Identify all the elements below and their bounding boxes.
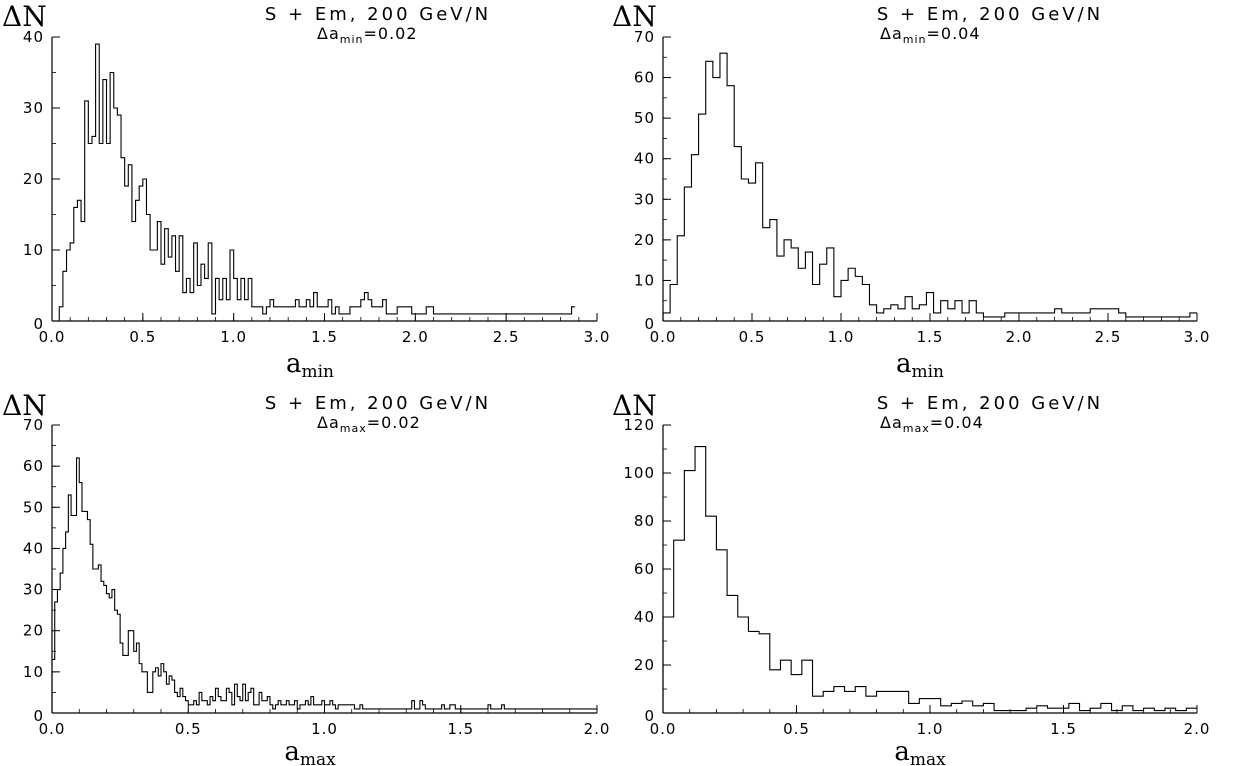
x-label-main: a [896,349,912,379]
y-tick-label: 20 [23,170,44,188]
y-tick-label: 60 [23,457,44,475]
x-tick-label: 2.0 [1184,720,1211,738]
y-tick-label: 10 [634,271,655,289]
histogram-series [51,457,597,713]
x-axis-label: amax [284,737,336,766]
chart-title: S + Em, 200 GeV/N [877,4,1103,25]
x-tick-label: 3.0 [584,328,611,346]
x-tick-label: 0.0 [650,720,677,738]
x-label-subscript: min [912,362,945,382]
histogram-panel: 0.0 0.5 1.0 1.5 2.0 20 40 60 80 100 120 0 S + Em, 20… [612,389,1211,766]
y-tick-label: 100 [623,464,655,482]
y-tick-label: 40 [634,150,655,168]
x-tick-label: 3.0 [1184,328,1211,346]
chart-title: S + Em, 200 GeV/N [265,4,491,25]
chart-title: S + Em, 200 GeV/N [265,393,491,414]
x-tick-label: 1.0 [828,328,855,346]
chart-subtitle: Δamin=0.02 [317,24,418,46]
x-tick-label: 1.0 [220,328,247,346]
chart-subtitle: Δamin=0.04 [880,24,981,46]
origin-label: 0 [644,315,655,333]
subtitle-suffix: =0.02 [367,413,421,432]
y-tick-label: 50 [634,109,655,127]
y-tick-label: 30 [23,99,44,117]
chart-title: S + Em, 200 GeV/N [877,393,1103,414]
y-tick-label: 60 [634,560,655,578]
y-tick-label: 30 [23,581,44,599]
y-tick-label: 20 [23,622,44,640]
x-tick-label: 0.0 [650,328,677,346]
x-tick-label: 1.5 [311,328,338,346]
x-axis-label: amax [894,737,946,766]
x-tick-label: 1.5 [917,328,944,346]
y-tick-label: 10 [23,241,44,259]
subtitle-prefix: Δa [880,413,903,432]
y-axis-label: ΔN [2,389,47,422]
chart-subtitle: Δamax=0.04 [880,413,984,435]
x-axis-label: amin [286,349,334,382]
x-tick-label: 0.0 [39,328,66,346]
x-label-main: a [894,737,910,766]
subtitle-suffix: =0.04 [927,24,981,43]
x-tick-label: 0.0 [39,720,66,738]
histogram-series [58,43,576,321]
y-axis-label: ΔN [612,389,657,422]
x-tick-label: 1.5 [447,720,474,738]
y-tick-label: 40 [634,608,655,626]
subtitle-prefix: Δa [317,24,340,43]
x-tick-label: 0.5 [129,328,156,346]
histogram-panel: 0.0 0.5 1.0 1.5 2.0 10 20 30 40 50 60 70 0 S + Em, 20… [2,389,611,766]
subtitle-subscript: max [903,422,930,435]
x-tick-label: 1.0 [311,720,338,738]
x-axis-label: amin [896,349,944,382]
y-tick-label: 50 [23,498,44,516]
subtitle-suffix: =0.02 [364,24,418,43]
x-tick-label: 0.5 [175,720,202,738]
histogram-series [662,446,1197,713]
subtitle-subscript: max [340,422,367,435]
subtitle-prefix: Δa [880,24,903,43]
origin-label: 0 [644,707,655,725]
x-tick-label: 2.0 [402,328,429,346]
chart-subtitle: Δamax=0.02 [317,413,421,435]
y-tick-label: 120 [623,416,655,434]
y-tick-label: 70 [634,28,655,46]
x-tick-label: 1.5 [1050,720,1077,738]
y-tick-label: 40 [23,28,44,46]
x-tick-label: 0.5 [783,720,810,738]
x-tick-label: 0.5 [739,328,766,346]
y-tick-label: 10 [23,663,44,681]
subtitle-suffix: =0.04 [930,413,984,432]
subtitle-prefix: Δa [317,413,340,432]
x-label-main: a [284,737,300,766]
x-tick-label: 1.0 [917,720,944,738]
origin-label: 0 [33,707,44,725]
y-tick-label: 60 [634,69,655,87]
x-label-main: a [286,349,302,379]
y-tick-label: 70 [23,416,44,434]
y-tick-label: 30 [634,190,655,208]
histogram-panel: 0.0 0.5 1.0 1.5 2.0 2.5 3.0 10 20 30 40 50 60 70 0 S + … [612,0,1211,382]
subtitle-subscript: min [903,33,927,46]
x-label-subscript: max [910,750,946,766]
y-tick-label: 40 [23,539,44,557]
y-tick-label: 20 [634,656,655,674]
x-tick-label: 2.0 [584,720,611,738]
subtitle-subscript: min [340,33,364,46]
histogram-panel: 0.0 0.5 1.0 1.5 2.0 2.5 3.0 10 20 30 40 0 S + Em, 20… [2,0,611,382]
histogram-series [662,52,1197,321]
x-tick-label: 2.5 [1095,328,1122,346]
y-tick-label: 80 [634,512,655,530]
x-tick-label: 2.5 [493,328,520,346]
y-axis-label: ΔN [612,0,657,33]
x-tick-label: 2.0 [1006,328,1033,346]
x-label-subscript: max [300,750,336,766]
x-label-subscript: min [302,362,335,382]
y-axis-label: ΔN [2,0,47,33]
y-tick-label: 20 [634,231,655,249]
origin-label: 0 [33,315,44,333]
